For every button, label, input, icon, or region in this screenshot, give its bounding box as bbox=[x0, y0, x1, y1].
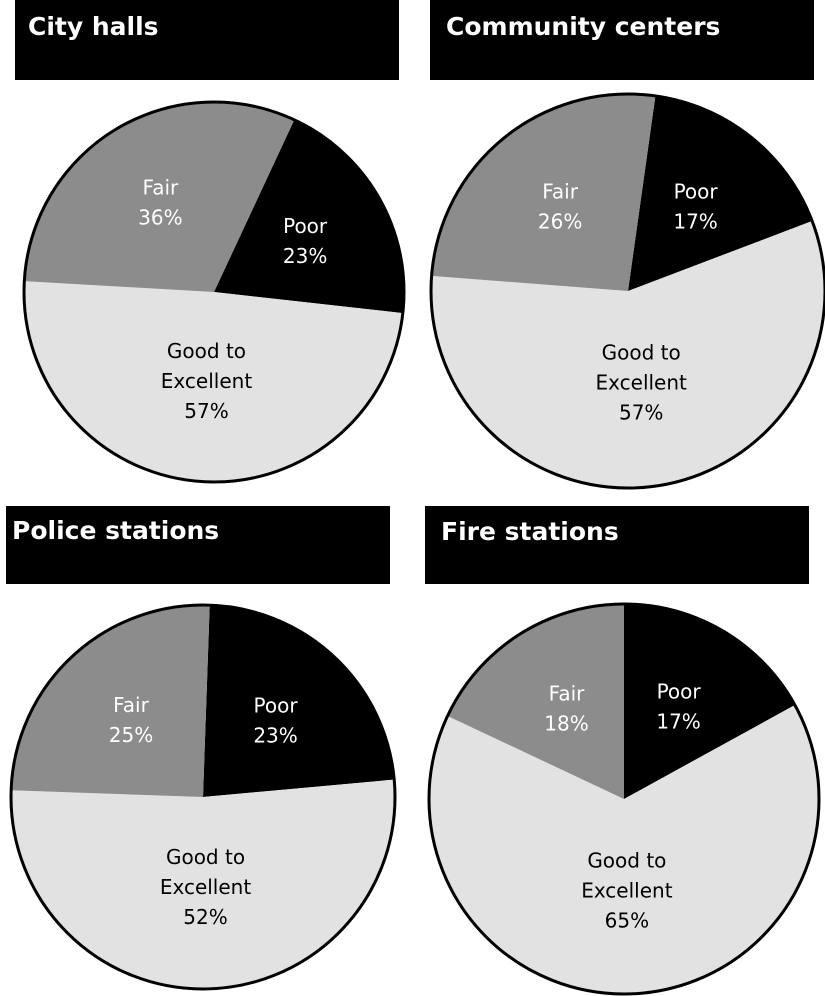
chart-title-bar: Community centers bbox=[430, 0, 814, 80]
slice-category: Excellent bbox=[581, 879, 673, 903]
slice-percent: 17% bbox=[656, 710, 700, 734]
pie-outline bbox=[22, 100, 406, 484]
slice-category: Poor bbox=[674, 179, 719, 203]
chart-city-halls: City halls Poor 23% Good to Excellent 57% Fai… bbox=[15, 0, 415, 490]
slice-label: Good to Excellent 65% bbox=[581, 849, 673, 933]
pie-chart: Poor 17% Good to Excellent 57% Fair 26% bbox=[429, 92, 825, 490]
chart-police-stations: Police stations Poor 23% Good to Excellent 5… bbox=[6, 506, 406, 996]
slice-label: Poor 17% bbox=[656, 680, 701, 734]
chart-fire-stations: Fire stations Poor 17% Good to Excellent 65%… bbox=[425, 506, 825, 996]
slice-category: Fair bbox=[542, 180, 578, 204]
slice-category: Good to bbox=[166, 845, 245, 869]
pie-slice-good-to-excellent bbox=[429, 705, 819, 995]
slice-label: Good to Excellent 57% bbox=[596, 341, 688, 425]
slice-category: Fair bbox=[113, 693, 149, 717]
slice-percent: 65% bbox=[605, 909, 649, 933]
slice-label: Fair 25% bbox=[109, 693, 153, 747]
chart-title: Fire stations bbox=[441, 517, 619, 546]
slice-category: Good to bbox=[602, 341, 681, 365]
pie-slice-poor bbox=[628, 95, 813, 291]
slice-percent: 57% bbox=[184, 399, 228, 423]
slice-label: Fair 36% bbox=[138, 175, 182, 229]
slice-label: Good to Excellent 52% bbox=[160, 845, 252, 929]
chart-title: Police stations bbox=[12, 516, 220, 545]
slice-category: Good to bbox=[167, 339, 246, 363]
slice-category: Excellent bbox=[160, 875, 252, 899]
slice-percent: 26% bbox=[538, 210, 582, 234]
chart-title: Community centers bbox=[446, 12, 721, 41]
slice-percent: 52% bbox=[183, 905, 227, 929]
slice-percent: 18% bbox=[544, 711, 588, 735]
chart-title-bar: Police stations bbox=[6, 506, 390, 584]
slice-category: Fair bbox=[549, 681, 585, 705]
slice-category: Poor bbox=[657, 680, 702, 704]
pie-slice-poor bbox=[203, 605, 395, 797]
slice-label: Poor 23% bbox=[283, 214, 328, 268]
chart-title: City halls bbox=[28, 12, 159, 41]
pie-slice-fair bbox=[447, 604, 624, 799]
slice-label: Good to Excellent 57% bbox=[161, 339, 253, 423]
slice-category: Poor bbox=[254, 693, 299, 717]
slice-percent: 36% bbox=[138, 205, 182, 229]
slice-percent: 23% bbox=[283, 244, 327, 268]
slice-label: Fair 26% bbox=[538, 180, 582, 234]
slice-percent: 25% bbox=[109, 723, 153, 747]
pie-chart: Poor 23% Good to Excellent 57% Fair 36% bbox=[22, 100, 406, 484]
slice-percent: 17% bbox=[673, 209, 717, 233]
slice-label: Poor 17% bbox=[673, 179, 718, 233]
chart-title-bar: City halls bbox=[15, 0, 399, 80]
chart-title-bar: Fire stations bbox=[425, 506, 809, 584]
pie-slice-good-to-excellent bbox=[24, 281, 403, 482]
pie-slice-fair bbox=[431, 93, 656, 291]
slice-percent: 23% bbox=[253, 723, 297, 747]
pie-slice-good-to-excellent bbox=[431, 221, 825, 489]
slice-percent: 57% bbox=[619, 401, 663, 425]
pie-slice-fair bbox=[24, 101, 295, 292]
pie-outline bbox=[9, 603, 397, 991]
slice-category: Fair bbox=[143, 175, 179, 199]
slice-label: Fair 18% bbox=[544, 681, 588, 735]
pie-outline bbox=[429, 92, 825, 490]
slice-label: Poor 23% bbox=[253, 693, 298, 747]
pie-chart: Poor 17% Good to Excellent 65% Fair 18% bbox=[427, 602, 821, 996]
pie-slice-good-to-excellent bbox=[11, 779, 395, 989]
slice-category: Poor bbox=[283, 214, 328, 238]
slice-category: Excellent bbox=[596, 371, 688, 395]
chart-community-centers: Community centers Poor 17% Good to Excellen… bbox=[429, 0, 825, 490]
pie-chart: Poor 23% Good to Excellent 52% Fair 25% bbox=[9, 603, 397, 991]
slice-category: Good to bbox=[587, 849, 666, 873]
slice-category: Excellent bbox=[161, 369, 253, 393]
pie-slice-fair bbox=[11, 605, 210, 797]
